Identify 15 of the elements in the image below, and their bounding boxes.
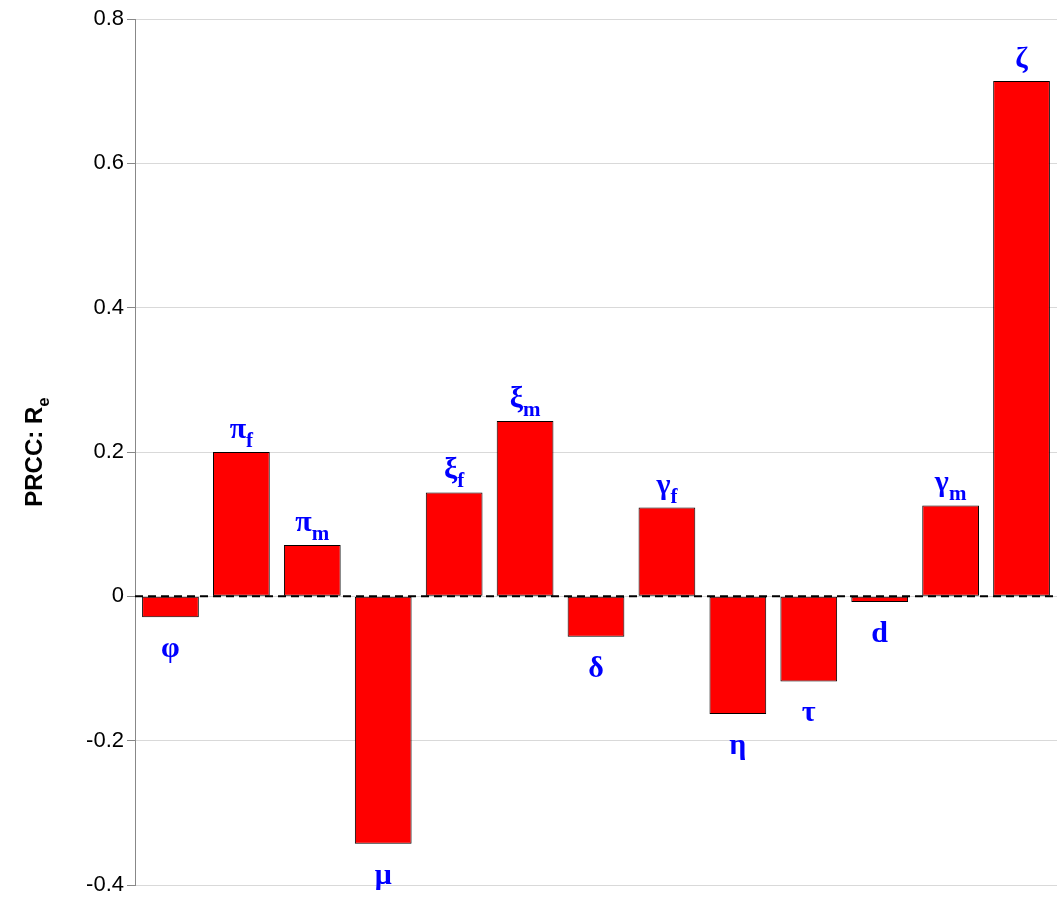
- y-tick-label: 0.2: [93, 438, 124, 464]
- y-axis-title: PRCC: Re: [20, 397, 54, 507]
- y-tick-label: 0.8: [93, 5, 124, 31]
- x-tick-label: μ: [374, 856, 392, 890]
- y-tick-label: 0.4: [93, 293, 124, 319]
- y-tick-label: 0.6: [93, 149, 124, 175]
- x-tick-label: η: [729, 726, 747, 760]
- y-tick-label: 0: [111, 582, 124, 608]
- x-tick-label: d: [871, 615, 889, 649]
- x-tick-label: δ: [588, 649, 604, 683]
- y-tick-label: -0.4: [86, 871, 124, 897]
- x-tick-label: τ: [801, 694, 816, 728]
- x-tick-label: φ: [161, 630, 180, 664]
- y-tick-label: -0.2: [86, 726, 124, 752]
- x-tick-label: ζ: [1015, 40, 1029, 74]
